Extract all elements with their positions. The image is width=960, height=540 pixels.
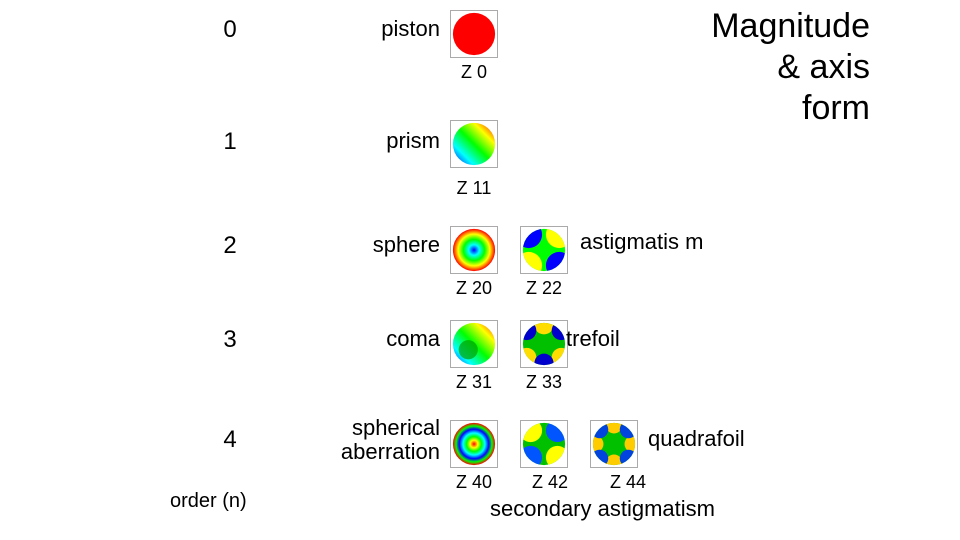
order-1: 1	[200, 128, 260, 156]
order-3: 3	[200, 326, 260, 354]
zlabel-z40: Z 40	[444, 472, 504, 493]
title-block: Magnitude & axis form	[610, 6, 870, 128]
zlabel-z31: Z 31	[444, 372, 504, 393]
zlabel-z20: Z 20	[444, 278, 504, 299]
zlabel-z44: Z 44	[598, 472, 658, 493]
name-prism: prism	[300, 128, 440, 154]
zlabel-z11: Z 11	[444, 178, 504, 199]
name-piston: piston	[300, 16, 440, 42]
order-4: 4	[200, 426, 260, 454]
label-astigmatism: astigmatis m	[580, 230, 710, 254]
zernike-z33-icon	[520, 320, 568, 368]
zlabel-z22: Z 22	[514, 278, 574, 299]
zlabel-z0: Z 0	[444, 62, 504, 83]
order-n-label: order (n)	[170, 490, 247, 513]
zernike-z20-icon	[450, 226, 498, 274]
order-2: 2	[200, 232, 260, 260]
zernike-z42-icon	[520, 420, 568, 468]
label-secondary-astigmatism: secondary astigmatism	[490, 496, 715, 522]
label-trefoil: trefoil	[566, 326, 620, 352]
zernike-z0-icon	[450, 10, 498, 58]
zernike-z22-icon	[520, 226, 568, 274]
name-sa: spherical aberration	[300, 416, 440, 464]
name-coma: coma	[300, 326, 440, 352]
zernike-z11-icon	[450, 120, 498, 168]
zernike-z40-icon	[450, 420, 498, 468]
title-line2: & axis	[610, 47, 870, 88]
title-line3: form	[610, 88, 870, 129]
zernike-z31-icon	[450, 320, 498, 368]
label-quadrafoil: quadrafoil	[648, 426, 745, 452]
zernike-z44-icon	[590, 420, 638, 468]
zlabel-z42: Z 42	[520, 472, 580, 493]
order-0: 0	[200, 16, 260, 44]
zlabel-z33: Z 33	[514, 372, 574, 393]
name-sphere: sphere	[300, 232, 440, 258]
title-line1: Magnitude	[610, 6, 870, 47]
